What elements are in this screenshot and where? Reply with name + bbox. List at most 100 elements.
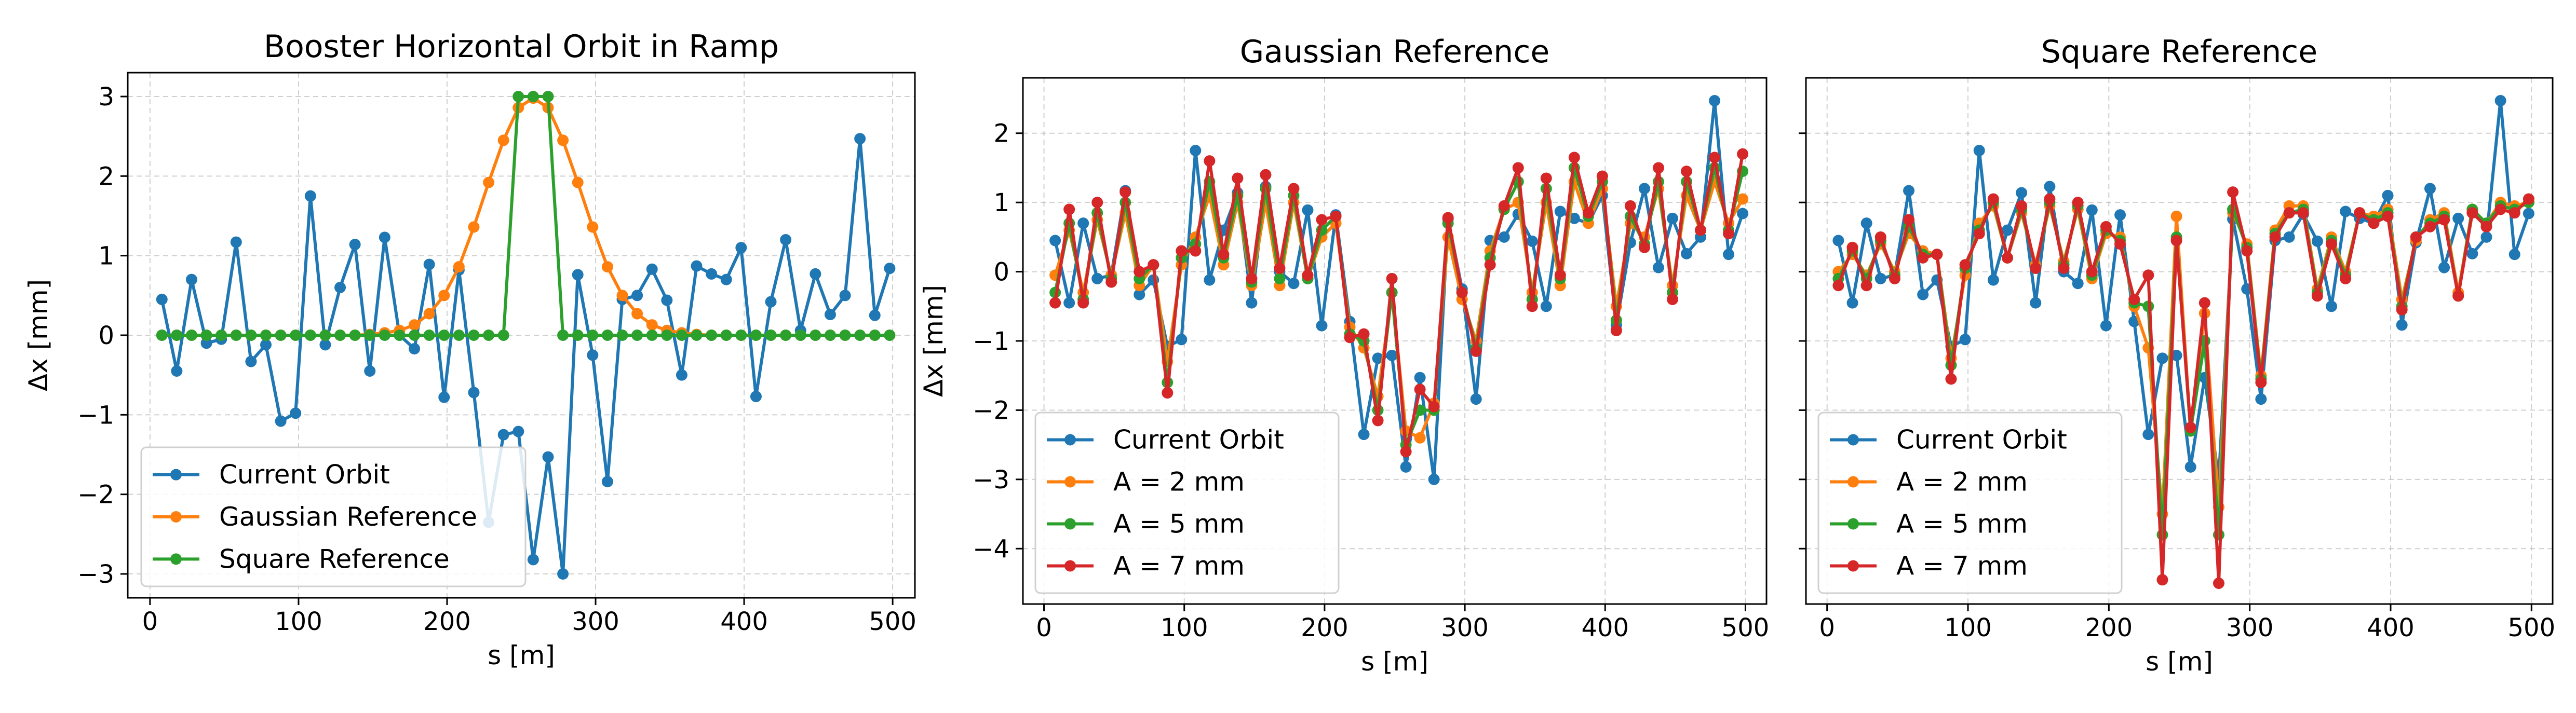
y-tick-label: −4 — [973, 534, 1009, 564]
data-point — [453, 261, 465, 273]
data-point — [2030, 297, 2042, 309]
data-point — [1526, 235, 1538, 247]
data-point — [245, 355, 257, 367]
data-point — [2072, 278, 2084, 290]
data-point — [646, 263, 658, 275]
data-point — [1582, 207, 1594, 219]
data-point — [512, 91, 524, 102]
data-point — [2100, 320, 2112, 332]
legend-label: A = 7 mm — [1113, 551, 1245, 581]
legend-swatch-marker — [1064, 476, 1076, 488]
data-point — [572, 269, 584, 281]
data-point — [661, 294, 673, 306]
data-point — [601, 476, 613, 488]
data-point — [1148, 259, 1159, 271]
data-point — [171, 365, 183, 377]
data-point — [2241, 245, 2253, 257]
data-point — [587, 330, 599, 341]
data-point — [1428, 401, 1440, 413]
legend-label: Current Orbit — [1113, 425, 1284, 455]
data-point — [2494, 95, 2506, 107]
data-point — [1540, 300, 1552, 312]
legend-item: A = 2 mm — [1047, 467, 1245, 497]
data-point — [1120, 186, 1131, 198]
data-point — [1874, 231, 1886, 243]
legend-label: Gaussian Reference — [219, 502, 477, 532]
data-point — [2213, 577, 2224, 589]
data-point — [1737, 148, 1749, 160]
data-point — [185, 273, 197, 285]
legend-label: Current Orbit — [219, 460, 390, 490]
data-point — [601, 330, 613, 341]
data-point — [2255, 377, 2267, 389]
data-point — [1316, 214, 1328, 226]
data-point — [2508, 207, 2520, 219]
data-point — [453, 330, 465, 341]
x-tick-label: 200 — [423, 607, 471, 636]
data-point — [1288, 278, 1300, 290]
data-point — [2001, 252, 2013, 264]
data-point — [290, 330, 302, 341]
data-point — [2480, 221, 2492, 232]
data-point — [2142, 429, 2154, 441]
data-point — [2340, 272, 2352, 284]
data-point — [2466, 207, 2478, 219]
data-point — [423, 258, 435, 270]
data-point — [2523, 208, 2534, 220]
data-point — [601, 261, 613, 273]
data-point — [2058, 262, 2070, 274]
data-point — [1709, 152, 1721, 163]
data-point — [1063, 297, 1075, 309]
x-tick-label: 100 — [1161, 613, 1208, 642]
data-point — [497, 134, 509, 146]
legend-swatch-marker — [1064, 560, 1076, 572]
data-point — [334, 282, 346, 293]
data-point — [720, 330, 732, 341]
data-point — [1077, 217, 1089, 229]
legend-swatch-marker — [1064, 434, 1076, 446]
y-tick-label: 3 — [98, 83, 114, 112]
x-tick-label: 500 — [869, 607, 916, 636]
data-point — [1330, 210, 1342, 222]
data-point — [2368, 217, 2380, 229]
data-point — [2382, 189, 2394, 201]
data-point — [869, 309, 881, 321]
x-axis-label: s [m] — [2146, 647, 2213, 677]
chart-title: Booster Horizontal Orbit in Ramp — [264, 29, 779, 65]
data-point — [854, 330, 866, 341]
data-point — [2170, 235, 2182, 246]
legend-item: A = 5 mm — [1830, 509, 2028, 539]
data-point — [409, 330, 421, 341]
legend-swatch-marker — [170, 469, 182, 481]
data-point — [483, 176, 495, 188]
series-a-7-mm — [1832, 186, 2534, 589]
legend-label: A = 2 mm — [1896, 467, 2028, 497]
y-tick-label: −2 — [973, 396, 1009, 425]
data-point — [1190, 145, 1202, 157]
data-point — [1218, 249, 1230, 260]
data-point — [275, 330, 287, 341]
data-point — [1190, 245, 1202, 257]
data-point — [1638, 241, 1650, 253]
data-point — [1470, 393, 1482, 405]
x-tick-label: 400 — [720, 607, 768, 636]
data-point — [2424, 183, 2436, 195]
data-point — [1832, 280, 1844, 292]
data-point — [527, 554, 539, 566]
data-point — [334, 330, 346, 341]
data-point — [631, 290, 643, 301]
data-point — [720, 273, 732, 285]
data-point — [1987, 193, 1999, 205]
data-point — [1554, 205, 1566, 217]
data-point — [1105, 276, 1117, 288]
data-point — [1723, 228, 1735, 240]
data-point — [1652, 162, 1664, 174]
x-tick-label: 300 — [572, 607, 619, 636]
data-point — [2438, 214, 2450, 226]
data-point — [319, 330, 331, 341]
data-point — [750, 330, 762, 341]
data-point — [1428, 473, 1440, 485]
data-point — [1274, 272, 1286, 284]
data-point — [824, 309, 836, 321]
